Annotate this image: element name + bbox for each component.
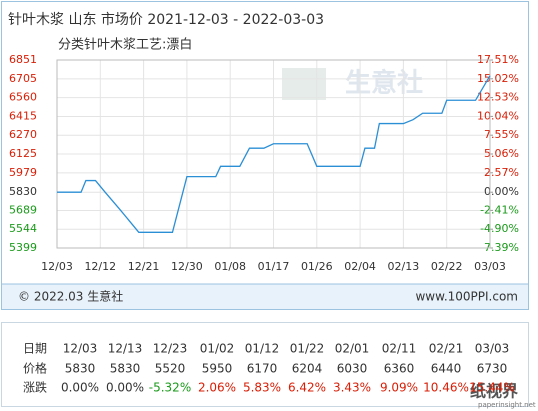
- y-tick-label: 6560: [9, 91, 37, 104]
- y-tick-label: 5830: [9, 185, 37, 198]
- y2-tick-label: 2.57%: [484, 166, 519, 179]
- table-cell: -5.32%: [149, 381, 191, 395]
- table-cell: 6.42%: [288, 381, 326, 395]
- chart-panel: [1, 1, 529, 310]
- table-cell: 3.43%: [333, 381, 371, 395]
- table-cell: 6730: [477, 362, 508, 376]
- y-tick-label: 5399: [9, 241, 37, 254]
- table-cell: 12/03: [63, 342, 98, 356]
- table-cell: 9.09%: [380, 381, 418, 395]
- table-cell: 03/03: [475, 342, 510, 356]
- table-cell: 12/23: [153, 342, 188, 356]
- footer-left: © 2022.03 生意社: [18, 289, 123, 304]
- table-cell: 价格: [23, 361, 47, 376]
- watermark: 生意社: [345, 68, 423, 99]
- table-box: [1, 322, 529, 407]
- chart-subtitle: 分类针叶木浆工艺:漂白: [58, 37, 192, 53]
- y2-tick-label: -4.90%: [480, 222, 519, 235]
- x-tick-label: 01/08: [214, 260, 246, 273]
- y-tick-label: 6125: [9, 147, 37, 160]
- x-tick-label: 02/04: [344, 260, 376, 273]
- table-cell: 0.00%: [61, 381, 99, 395]
- y-tick-label: 5544: [9, 222, 37, 235]
- table-cell: 6360: [384, 362, 415, 376]
- x-tick-label: 12/30: [171, 260, 203, 273]
- x-tick-label: 02/22: [431, 260, 463, 273]
- y2-tick-label: 10.04%: [477, 109, 519, 122]
- y2-tick-label: 17.51%: [477, 53, 519, 66]
- table-cell: 01/02: [200, 342, 235, 356]
- table-cell: 5.83%: [243, 381, 281, 395]
- x-tick-label: 01/26: [301, 260, 333, 273]
- table-cell: 6440: [431, 362, 462, 376]
- table-cell: 涨跌: [23, 380, 47, 395]
- plot-frame: [56, 59, 491, 249]
- table-cell: 10.46%: [423, 381, 469, 395]
- table-cell: 6204: [292, 362, 323, 376]
- y2-tick-label: 5.06%: [484, 147, 519, 160]
- site-url: paperinsight.net: [478, 401, 536, 409]
- y2-tick-label: 0.00%: [484, 185, 519, 198]
- price-line: [57, 75, 491, 233]
- y-tick-label: 6851: [9, 53, 37, 66]
- table-cell: 01/12: [245, 342, 280, 356]
- table-cell: 02/21: [429, 342, 464, 356]
- y2-tick-label: 7.55%: [484, 128, 519, 141]
- y2-tick-label: -2.41%: [480, 203, 519, 216]
- x-tick-label: 01/17: [258, 260, 290, 273]
- x-tick-label: 12/12: [84, 260, 116, 273]
- x-tick-label: 02/13: [388, 260, 420, 273]
- table-cell: 日期: [23, 342, 47, 356]
- y-tick-label: 6270: [9, 128, 37, 141]
- table-cell: 01/22: [290, 342, 325, 356]
- y-tick-label: 6415: [9, 109, 37, 122]
- table-cell: 02/11: [382, 342, 417, 356]
- y2-tick-label: 15.02%: [477, 72, 519, 85]
- y2-tick-label: 12.53%: [477, 91, 519, 104]
- site-mark: 纸视界: [470, 382, 518, 401]
- table-cell: 15.44%: [469, 381, 515, 395]
- table-cell: 5950: [202, 362, 233, 376]
- footer-bar: [2, 284, 528, 309]
- table-cell: 6170: [247, 362, 278, 376]
- footer-right: www.100PPI.com: [415, 290, 518, 304]
- table-cell: 02/01: [335, 342, 370, 356]
- y-tick-label: 5689: [9, 203, 37, 216]
- table-cell: 0.00%: [106, 381, 144, 395]
- table-cell: 5830: [110, 362, 141, 376]
- table-cell: 5520: [155, 362, 186, 376]
- table-cell: 5830: [65, 362, 96, 376]
- y-tick-label: 5979: [9, 166, 37, 179]
- table-cell: 2.06%: [198, 381, 236, 395]
- table-cell: 12/13: [108, 342, 143, 356]
- x-tick-label: 12/21: [128, 260, 160, 273]
- table-cell: 6030: [337, 362, 368, 376]
- watermark-logo: [282, 68, 326, 100]
- y-tick-label: 6705: [9, 72, 37, 85]
- x-tick-label: 03/03: [474, 260, 506, 273]
- x-tick-label: 12/03: [41, 260, 73, 273]
- chart-title: 针叶木浆 山东 市场价 2021-12-03 - 2022-03-03: [8, 11, 324, 28]
